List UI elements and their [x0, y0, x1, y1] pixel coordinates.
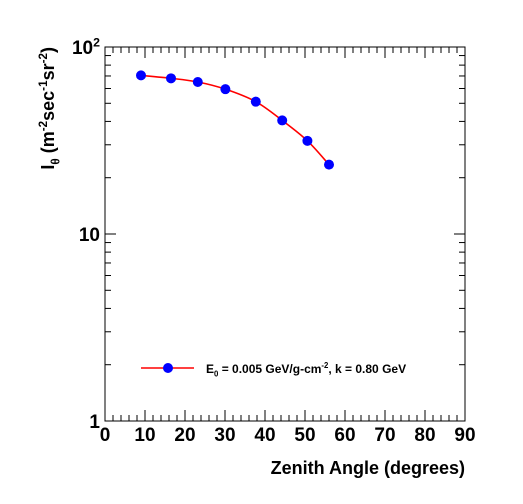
y-tick-label-part: 10	[79, 225, 100, 246]
data-point	[136, 70, 146, 81]
x-tick-label: 20	[174, 425, 195, 446]
x-tick-label: 50	[294, 425, 315, 446]
y-tick-label-part: 2	[93, 35, 100, 49]
y-axis-title-part: -2	[37, 53, 50, 64]
y-axis-title-part: sec	[38, 91, 58, 121]
legend-label-part: = 0.005 GeV/g-cm	[218, 362, 321, 376]
y-tick-label-part: 1	[89, 412, 100, 433]
x-tick-label: 0	[100, 425, 111, 446]
x-tick-label: 80	[414, 425, 435, 446]
y-axis-title-part: sr	[38, 63, 58, 80]
legend-marker-swatch	[163, 363, 173, 373]
x-tick-label: 90	[454, 425, 475, 446]
y-axis-title-part: -1	[37, 80, 50, 91]
legend-label-part: 0	[214, 370, 219, 379]
data-point	[250, 96, 261, 107]
y-axis-title-part: -2	[37, 120, 50, 131]
y-tick-label: 102	[72, 35, 100, 59]
x-tick-label: 30	[214, 425, 235, 446]
axis-labels: Zenith Angle (degrees)Iθ (m-2sec-1sr-2)	[37, 47, 465, 478]
x-tick-label: 60	[334, 425, 355, 446]
legend: E0 = 0.005 GeV/g-cm-2, k = 0.80 GeV	[141, 361, 406, 379]
y-tick-label-part: 10	[72, 38, 93, 59]
y-axis-title-part: )	[38, 47, 58, 53]
x-tick-label: 70	[374, 425, 395, 446]
data-point	[220, 84, 231, 95]
data-point	[324, 159, 334, 170]
y-axis-title-part: (m	[38, 131, 58, 158]
data-point	[166, 73, 176, 84]
plot-frame	[104, 46, 466, 422]
legend-label-part: , k = 0.80 GeV	[328, 362, 406, 376]
x-tick-label: 40	[254, 425, 275, 446]
y-axis-title: Iθ (m-2sec-1sr-2)	[37, 47, 63, 170]
legend-label-part: -2	[321, 361, 329, 370]
y-axis-title-part: I	[38, 165, 58, 170]
data-point	[277, 115, 288, 126]
x-axis-title: Zenith Angle (degrees)	[271, 458, 465, 478]
y-axis-title-part: θ	[49, 158, 62, 164]
y-tick-label: 10	[79, 225, 100, 246]
legend-label-part: E	[206, 362, 214, 376]
data-point	[302, 135, 313, 146]
legend-label: E0 = 0.005 GeV/g-cm-2, k = 0.80 GeV	[206, 361, 406, 378]
data-point	[192, 76, 203, 87]
data-series	[136, 70, 334, 170]
x-tick-label: 10	[134, 425, 155, 446]
y-tick-label: 1	[89, 412, 100, 433]
